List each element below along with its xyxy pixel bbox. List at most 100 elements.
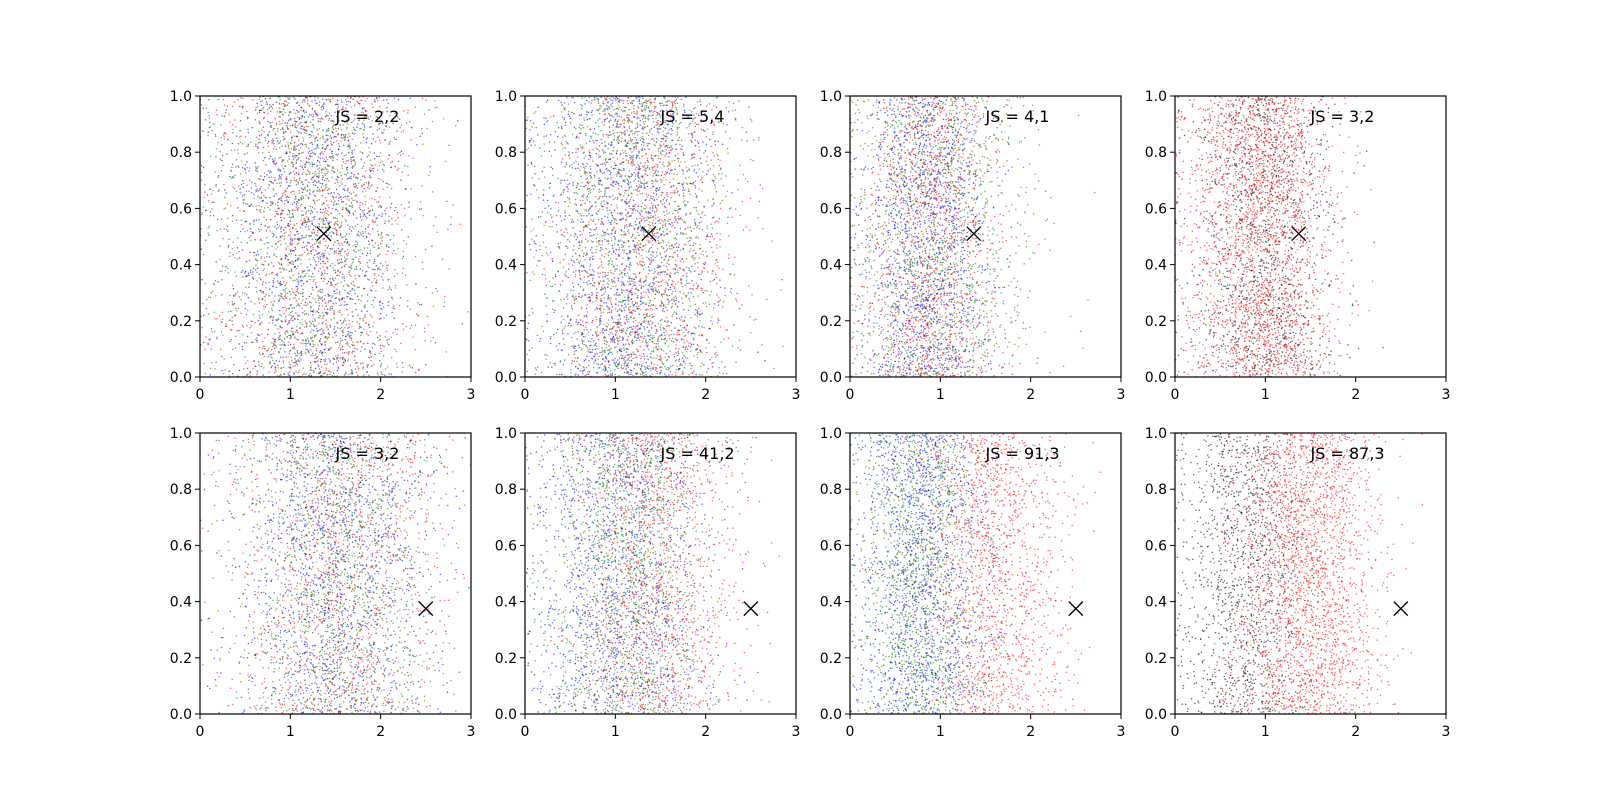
scatter-point	[325, 305, 327, 307]
scatter-point	[221, 321, 223, 323]
scatter-point	[682, 275, 684, 277]
scatter-point	[623, 169, 625, 172]
scatter-point	[423, 327, 426, 329]
scatter-point	[249, 327, 251, 329]
scatter-point	[314, 216, 316, 218]
scatter-point	[221, 311, 224, 313]
scatter-point	[690, 271, 692, 273]
scatter-point	[352, 315, 354, 317]
scatter-point	[318, 172, 320, 175]
scatter-point	[317, 299, 320, 302]
scatter-point	[638, 102, 641, 105]
scatter-point	[262, 353, 264, 355]
scatter-point	[271, 271, 274, 274]
scatter-point	[303, 99, 306, 101]
scatter-point	[337, 133, 339, 136]
scatter-point	[287, 141, 289, 144]
scatter-point	[387, 158, 389, 160]
scatter-point	[373, 152, 376, 154]
scatter-point	[353, 159, 355, 162]
scatter-point	[332, 372, 335, 374]
scatter-point	[292, 319, 294, 322]
scatter-point	[686, 170, 688, 172]
scatter-point	[302, 196, 305, 198]
scatter-point	[302, 283, 305, 285]
scatter-point	[380, 237, 382, 239]
scatter-point	[586, 163, 588, 165]
x-tick-label: 0	[196, 387, 205, 403]
scatter-point	[630, 359, 633, 362]
scatter-point	[241, 333, 244, 336]
scatter-point	[302, 299, 304, 302]
scatter-point	[221, 278, 223, 281]
scatter-point	[298, 305, 301, 307]
scatter-point	[322, 217, 324, 220]
scatter-point	[304, 143, 306, 146]
scatter-point	[354, 145, 357, 147]
scatter-point	[563, 218, 566, 221]
scatter-point	[322, 189, 324, 191]
scatter-point	[341, 345, 344, 348]
scatter-point	[652, 335, 654, 337]
scatter-point	[321, 375, 324, 377]
scatter-point	[390, 336, 393, 338]
scatter-point	[426, 127, 428, 130]
scatter-point	[376, 336, 379, 339]
scatter-point	[333, 269, 335, 271]
scatter-point	[601, 163, 604, 165]
scatter-point	[748, 106, 750, 108]
scatter-point	[621, 331, 623, 334]
scatter-point	[395, 350, 398, 353]
scatter-point	[310, 152, 312, 155]
scatter-point	[635, 247, 637, 249]
scatter-point	[219, 158, 222, 160]
scatter-point	[376, 331, 378, 333]
scatter-point	[304, 207, 306, 210]
scatter-point	[281, 264, 283, 267]
scatter-point	[337, 106, 340, 108]
scatter-point	[286, 331, 289, 333]
scatter-point	[338, 111, 340, 113]
scatter-point	[285, 308, 288, 310]
scatter-point	[296, 305, 298, 307]
scatter-point	[551, 167, 554, 170]
scatter-point	[600, 223, 602, 225]
scatter-point	[260, 365, 263, 368]
scatter-point	[634, 221, 637, 223]
scatter-point	[606, 216, 609, 219]
scatter-point	[284, 194, 286, 196]
scatter-point	[261, 321, 263, 324]
scatter-point	[714, 353, 716, 355]
scatter-point	[327, 192, 330, 195]
scatter-point	[620, 214, 622, 216]
scatter-point	[696, 309, 698, 311]
scatter-point	[252, 271, 254, 273]
scatter-point	[272, 281, 275, 284]
scatter-point	[308, 114, 311, 116]
scatter-point	[381, 239, 383, 242]
scatter-point	[221, 355, 223, 358]
scatter-point	[267, 242, 270, 244]
scatter-point	[230, 310, 232, 313]
scatter-point	[674, 226, 676, 229]
scatter-point	[250, 320, 253, 322]
scatter-point	[643, 325, 645, 328]
scatter-point	[295, 267, 298, 270]
scatter-point	[329, 148, 331, 151]
scatter-point	[434, 99, 436, 102]
scatter-point	[342, 285, 344, 287]
scatter-point	[348, 352, 350, 354]
scatter-point	[454, 125, 457, 127]
scatter-point	[364, 228, 367, 230]
scatter-point	[539, 260, 541, 262]
scatter-point	[288, 114, 290, 117]
scatter-point	[360, 334, 362, 336]
scatter-point	[599, 107, 601, 110]
scatter-point	[759, 184, 762, 186]
scatter-point	[366, 137, 369, 139]
scatter-point	[350, 275, 352, 277]
scatter-point	[334, 297, 336, 300]
scatter-point	[308, 150, 311, 153]
scatter-point	[247, 131, 250, 134]
scatter-point	[277, 328, 279, 330]
